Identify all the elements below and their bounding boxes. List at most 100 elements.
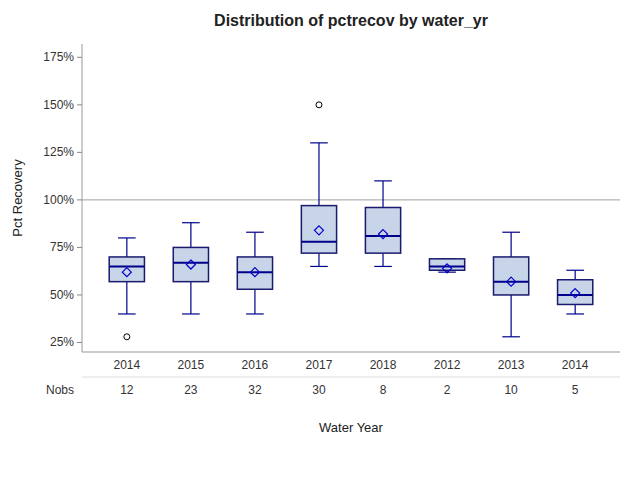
box [237, 257, 272, 289]
nobs-value: 30 [312, 383, 326, 397]
x-axis-line [82, 352, 620, 353]
box-group [237, 232, 272, 314]
cap-high [374, 180, 392, 181]
y-tick [77, 247, 82, 248]
whisker-low [126, 282, 127, 314]
whisker-high [575, 270, 576, 280]
x-tick-label: 2012 [434, 358, 461, 372]
y-tick [77, 57, 82, 58]
x-tick-label: 2015 [178, 358, 205, 372]
whisker-low [318, 253, 319, 266]
box [173, 247, 208, 281]
whisker-low [382, 253, 383, 266]
x-axis: 20142015201620172018201220132014 [113, 358, 588, 372]
y-axis: 25% 50% 75% 100% 125% 150% 175% [43, 44, 82, 352]
whisker-high [382, 181, 383, 208]
cap-high [118, 237, 136, 238]
cap-high [246, 232, 264, 233]
nobs-value: 32 [248, 383, 262, 397]
x-tick-label: 2014 [113, 358, 140, 372]
whisker-low [254, 289, 255, 314]
box [365, 208, 400, 254]
cap-low [374, 266, 392, 267]
box-group [558, 270, 593, 314]
y-tick [77, 294, 82, 295]
y-tick [77, 152, 82, 153]
median [429, 265, 464, 267]
flier [316, 102, 322, 108]
plot-area [82, 102, 620, 340]
y-tick-label: 100% [43, 193, 74, 207]
cap-high [182, 222, 200, 223]
whisker-low [575, 304, 576, 314]
nobs-value: 23 [184, 383, 198, 397]
cap-low [502, 336, 520, 337]
title: Distribution of pctrecov by water_yr [214, 12, 488, 29]
x-tick-label: 2017 [306, 358, 333, 372]
median [237, 271, 272, 273]
mean-marker [314, 226, 323, 235]
mean-marker [379, 230, 388, 239]
nobs-row: Nobs 12 23 32 30 8 2 10 5 [46, 377, 620, 397]
nobs-value: 8 [380, 383, 387, 397]
reference-line [82, 199, 620, 200]
nobs-value: 2 [444, 383, 451, 397]
y-tick-label: 25% [50, 335, 74, 349]
cap-low [182, 313, 200, 314]
mean-marker [122, 268, 131, 277]
box-group [365, 181, 400, 267]
nobs-value: 5 [572, 383, 579, 397]
cap-high [566, 270, 584, 271]
y-tick-label: 50% [50, 288, 74, 302]
box [494, 257, 529, 295]
median [365, 235, 400, 237]
mean-marker [186, 260, 195, 269]
whisker-high [190, 223, 191, 248]
cap-low [566, 313, 584, 314]
cap-low [310, 266, 328, 267]
whisker-high [254, 232, 255, 257]
box-group [109, 238, 144, 340]
y-tick-label: 150% [43, 98, 74, 112]
nobs-value: 10 [504, 383, 518, 397]
x-axis-label: Water Year [319, 420, 384, 435]
median [558, 294, 593, 296]
whisker-high [511, 232, 512, 257]
whisker-high [126, 238, 127, 257]
nobs-separator [82, 377, 620, 378]
y-axis-line [82, 44, 83, 352]
page: {"chart_data": {"type": "box", "title": … [0, 0, 640, 480]
x-tick-label: 2013 [498, 358, 525, 372]
whisker-low [511, 295, 512, 337]
x-tick-label: 2014 [562, 358, 589, 372]
cap-low [118, 313, 136, 314]
box-group [301, 102, 336, 267]
y-tick-label: 125% [43, 145, 74, 159]
mean-marker [443, 264, 452, 273]
median [173, 262, 208, 264]
y-tick-label: 75% [50, 240, 74, 254]
mean-marker [507, 277, 516, 286]
cap-low [246, 313, 264, 314]
y-tick-label: 175% [43, 50, 74, 64]
y-tick [77, 104, 82, 105]
box [109, 257, 144, 282]
box-group [173, 223, 208, 314]
whisker-low [190, 282, 191, 314]
median [301, 241, 336, 243]
box [558, 280, 593, 305]
y-tick [77, 342, 82, 343]
x-tick-label: 2018 [370, 358, 397, 372]
mean-marker [250, 268, 259, 277]
box [301, 206, 336, 254]
y-axis-label: Pct Recovery [10, 159, 25, 237]
box-group [429, 259, 464, 273]
nobs-value: 12 [120, 383, 134, 397]
box-group [494, 232, 529, 337]
nobs-label: Nobs [46, 383, 74, 397]
median [494, 281, 529, 283]
whisker-high [318, 143, 319, 206]
flier [124, 334, 130, 340]
y-tick [77, 199, 82, 200]
cap-high [502, 232, 520, 233]
